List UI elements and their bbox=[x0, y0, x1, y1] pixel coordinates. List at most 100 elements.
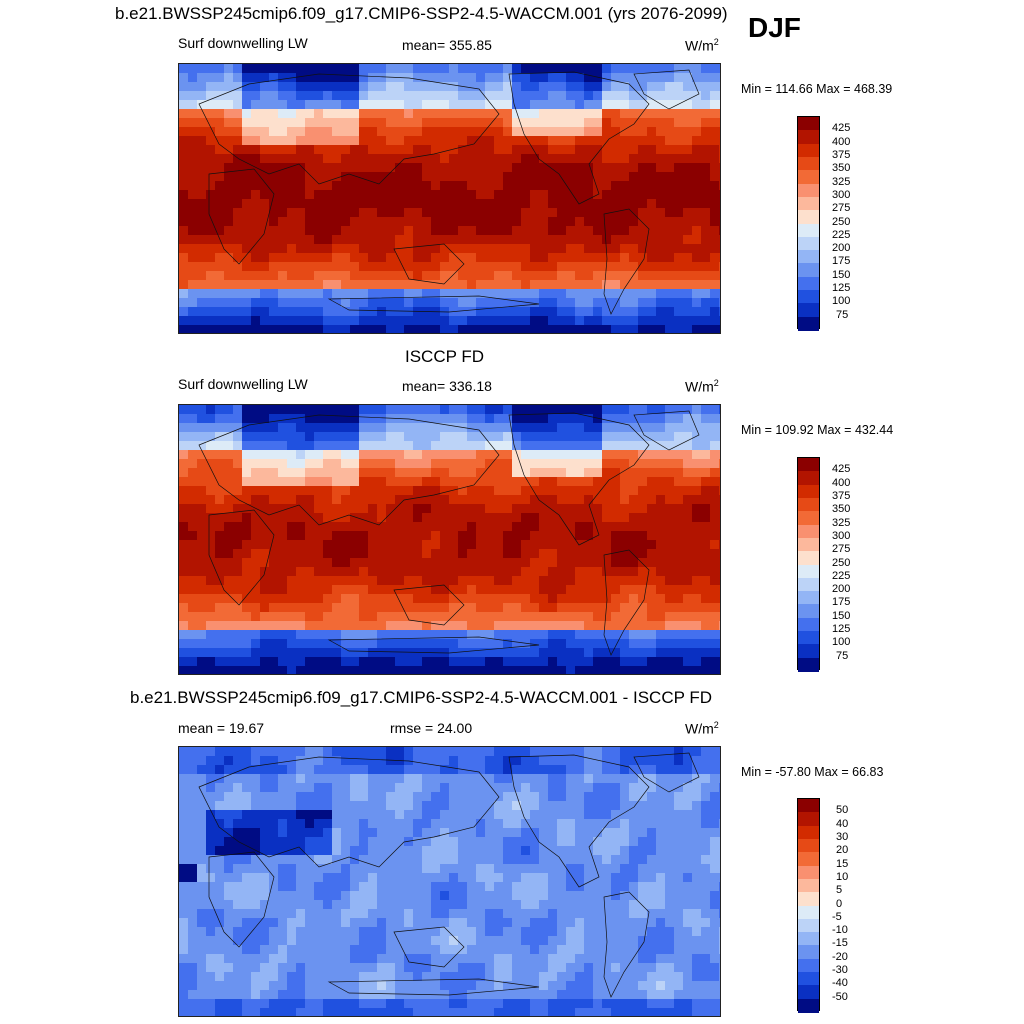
colorbar-tick-label: -10 bbox=[832, 924, 848, 937]
colorbar-swatch bbox=[798, 932, 819, 946]
panel-3-minmax: Min = -57.80 Max = 66.83 bbox=[741, 765, 884, 779]
colorbar-swatch bbox=[798, 799, 819, 813]
colorbar-swatch bbox=[798, 524, 819, 539]
colorbar-tick-label: 75 bbox=[836, 308, 849, 321]
colorbar-swatch bbox=[798, 210, 819, 224]
colorbar-swatch bbox=[798, 263, 819, 278]
colorbar-tick-label: -15 bbox=[832, 937, 848, 950]
panel-1-units: W/m2 bbox=[685, 37, 719, 54]
colorbar-swatch bbox=[798, 183, 819, 198]
colorbar-tick-label: 200 bbox=[832, 583, 851, 596]
panel-1-colorbar bbox=[797, 116, 820, 331]
colorbar-swatch bbox=[798, 657, 819, 672]
colorbar-swatch bbox=[798, 577, 819, 592]
colorbar-tick-label: 275 bbox=[832, 543, 851, 556]
colorbar-swatch bbox=[798, 551, 819, 565]
colorbar-swatch bbox=[798, 236, 819, 251]
colorbar-swatch bbox=[798, 276, 819, 291]
colorbar-swatch bbox=[798, 223, 819, 238]
colorbar-swatch bbox=[798, 471, 819, 486]
colorbar-tick-label: 175 bbox=[832, 596, 851, 609]
colorbar-tick-label: 325 bbox=[832, 175, 851, 188]
colorbar-tick-label: 250 bbox=[832, 556, 851, 569]
panel-2-map bbox=[178, 404, 721, 675]
colorbar-tick-label: 40 bbox=[836, 817, 849, 830]
colorbar-tick-label: 400 bbox=[832, 135, 851, 148]
colorbar-tick-label: 425 bbox=[832, 122, 851, 135]
colorbar-tick-label: 375 bbox=[832, 148, 851, 161]
panel-2-minmax: Min = 109.92 Max = 432.44 bbox=[741, 423, 894, 437]
colorbar-tick-label: -30 bbox=[832, 964, 848, 977]
colorbar-swatch bbox=[798, 878, 819, 893]
colorbar-swatch bbox=[798, 484, 819, 499]
colorbar-swatch bbox=[798, 812, 819, 827]
colorbar-tick-label: -5 bbox=[832, 910, 842, 923]
colorbar-tick-label: 250 bbox=[832, 215, 851, 228]
colorbar-swatch bbox=[798, 511, 819, 526]
colorbar-swatch bbox=[798, 130, 819, 145]
colorbar-tick-label: 275 bbox=[832, 202, 851, 215]
colorbar-tick-label: -40 bbox=[832, 977, 848, 990]
colorbar-tick-label: 20 bbox=[836, 844, 849, 857]
colorbar-tick-label: 400 bbox=[832, 476, 851, 489]
colorbar-swatch bbox=[798, 958, 819, 973]
colorbar-swatch bbox=[798, 604, 819, 619]
panel-1-map bbox=[178, 63, 721, 334]
colorbar-swatch bbox=[798, 838, 819, 853]
colorbar-swatch bbox=[798, 905, 819, 920]
panel-1-variable-label: Surf downwelling LW bbox=[178, 35, 308, 51]
colorbar-tick-label: 30 bbox=[836, 830, 849, 843]
colorbar-swatch bbox=[798, 303, 819, 318]
colorbar-swatch bbox=[798, 985, 819, 1000]
colorbar-tick-label: 0 bbox=[836, 897, 843, 910]
panel-3-colorbar bbox=[797, 798, 820, 1013]
colorbar-swatch bbox=[798, 972, 819, 986]
colorbar-tick-label: -50 bbox=[832, 990, 848, 1003]
colorbar-tick-label: -20 bbox=[832, 950, 848, 963]
colorbar-swatch bbox=[798, 852, 819, 867]
panel-2-mean-label: mean= 336.18 bbox=[402, 378, 492, 394]
colorbar-swatch bbox=[798, 998, 819, 1013]
colorbar-swatch bbox=[798, 591, 819, 605]
colorbar-tick-label: 10 bbox=[836, 870, 849, 883]
colorbar-tick-label: 300 bbox=[832, 529, 851, 542]
colorbar-tick-label: 375 bbox=[832, 489, 851, 502]
colorbar-swatch bbox=[798, 316, 819, 331]
colorbar-tick-label: 325 bbox=[832, 516, 851, 529]
panel-1-minmax: Min = 114.66 Max = 468.39 bbox=[741, 82, 893, 96]
colorbar-tick-label: 125 bbox=[832, 282, 851, 295]
colorbar-tick-label: 50 bbox=[836, 804, 849, 817]
colorbar-swatch bbox=[798, 143, 819, 158]
colorbar-swatch bbox=[798, 196, 819, 211]
colorbar-tick-label: 225 bbox=[832, 569, 851, 582]
colorbar-tick-label: 200 bbox=[832, 242, 851, 255]
panel-2-units: W/m2 bbox=[685, 378, 719, 395]
colorbar-swatch bbox=[798, 825, 819, 840]
colorbar-tick-label: 350 bbox=[832, 503, 851, 516]
colorbar-swatch bbox=[798, 290, 819, 304]
colorbar-tick-label: 125 bbox=[832, 623, 851, 636]
colorbar-tick-label: 75 bbox=[836, 649, 849, 662]
colorbar-swatch bbox=[798, 156, 819, 171]
colorbar-swatch bbox=[798, 537, 819, 552]
panel-3-title: b.e21.BWSSP245cmip6.f09_g17.CMIP6-SSP2-4… bbox=[130, 688, 713, 707]
colorbar-swatch bbox=[798, 892, 819, 906]
colorbar-swatch bbox=[798, 250, 819, 264]
panel-2-title: ISCCP FD bbox=[405, 347, 485, 366]
colorbar-tick-label: 100 bbox=[832, 636, 851, 649]
colorbar-tick-label: 150 bbox=[832, 268, 851, 281]
season-label: DJF bbox=[748, 12, 801, 43]
colorbar-swatch bbox=[798, 918, 819, 933]
colorbar-tick-label: 5 bbox=[836, 884, 843, 897]
colorbar-swatch bbox=[798, 458, 819, 472]
panel-2-map-canvas bbox=[179, 405, 720, 674]
colorbar-swatch bbox=[798, 945, 819, 960]
colorbar-swatch bbox=[798, 865, 819, 880]
panel-1-title: b.e21.BWSSP245cmip6.f09_g17.CMIP6-SSP2-4… bbox=[115, 4, 728, 23]
panel-1-map-canvas bbox=[179, 64, 720, 333]
panel-3-map-canvas bbox=[179, 747, 720, 1016]
colorbar-tick-label: 425 bbox=[832, 463, 851, 476]
colorbar-swatch bbox=[798, 564, 819, 579]
colorbar-tick-label: 300 bbox=[832, 188, 851, 201]
colorbar-swatch bbox=[798, 644, 819, 659]
